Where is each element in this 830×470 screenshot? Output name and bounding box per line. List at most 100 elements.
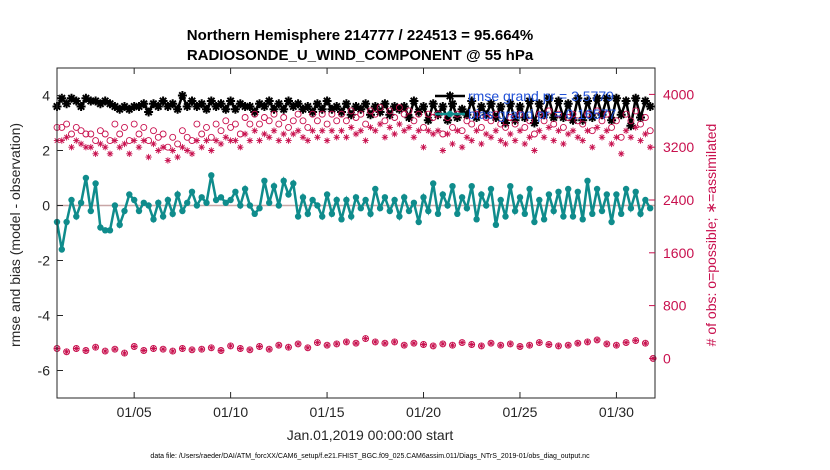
obs-possible-point [150,127,157,135]
rmse-point [240,102,250,111]
obs-possible-point [231,120,239,128]
obs-assimilated-point [92,344,99,351]
bias-point [627,205,635,212]
obs-possible-point [193,120,201,128]
rmse-point [476,102,486,111]
legend-label-bias: bias grand pr = 0.16577 [468,106,616,122]
rmse-point [390,102,400,111]
obs-assimilated-point [63,134,70,141]
bias-point [415,218,422,226]
rmse-point [428,99,438,109]
obs-assimilated-point [613,134,620,141]
obs-assimilated-point [140,347,147,354]
obs-assimilated-point [565,342,572,349]
bias-point [164,196,172,204]
rmse-point [626,121,636,131]
bias-point [203,199,210,206]
bias-point [642,196,649,204]
obs-assimilated-point [632,124,639,131]
x-tick-label: 01/05 [117,404,152,420]
obs-assimilated-point [314,339,321,346]
bias-point [319,213,326,220]
rmse-point [139,99,149,109]
obs-possible-point [555,110,562,118]
bias-point [618,210,625,217]
rmse-point [640,96,650,106]
obs-assimilated-point [323,137,331,144]
rmse-point [308,107,318,117]
obs-assimilated-point [63,348,70,355]
bias-point [155,199,162,206]
obs-assimilated-point [208,147,215,154]
bias-point [116,221,123,228]
bias-point [357,205,364,212]
rmse-point [419,102,428,111]
bias-point [458,194,466,201]
obs-assimilated-point [208,344,215,351]
y-tick-label: -2 [38,253,51,269]
rmse-point [573,93,583,103]
obs-assimilated-point [569,127,577,134]
obs-assimilated-point [338,127,345,134]
obs-possible-point [395,104,403,112]
bias-point [526,185,533,193]
obs-possible-point [270,110,278,118]
rmse-point [327,104,337,114]
obs-assimilated-point [121,349,128,357]
obs-assimilated-point [540,134,548,141]
obs-possible-point [77,127,85,135]
rmse-point [361,99,371,109]
obs-possible-point [468,120,476,128]
obs-assimilated-point [372,338,379,346]
obs-possible-point [294,110,302,118]
obs-assimilated-point [622,339,630,346]
rmse-point [385,110,395,120]
bias-point [121,207,128,215]
obs-assimilated-point [458,339,466,346]
obs-assimilated-point [555,342,562,350]
bias-point [463,205,471,212]
bias-point [410,199,418,206]
rmse-point [592,93,602,103]
bias-point [434,210,442,217]
bias-point [256,205,263,212]
x-axis-label: Jan.01,2019 00:00:00 start [287,427,454,443]
obs-assimilated-point [232,137,239,144]
obs-possible-point [111,120,119,128]
obs-possible-point [497,120,505,128]
rmse-point [554,96,563,106]
obs-assimilated-point [502,140,509,148]
obs-assimilated-point [367,124,374,131]
rmse-point [62,99,72,109]
obs-possible-point [338,110,345,118]
y2-tick-label: 0 [663,350,671,366]
obs-assimilated-point [126,150,133,157]
bias-point [246,202,254,209]
bias-point [555,188,562,195]
rmse-point [597,110,607,120]
rmse-point [563,99,573,109]
obs-possible-point [169,133,177,141]
y-tick-label: 0 [42,198,50,214]
obs-possible-point [612,117,620,125]
rmse-point [269,104,279,114]
obs-assimilated-point [217,140,225,148]
rmse-point [366,110,375,120]
bias-point [560,213,567,220]
rmse-point [144,107,154,117]
bias-point [396,213,403,220]
bias-point [97,224,104,231]
obs-assimilated-point [468,341,475,348]
obs-possible-point [391,114,399,121]
obs-assimilated-point [261,130,268,138]
bias-point [565,185,572,193]
rmse-point [438,102,448,111]
obs-assimilated-point [131,343,138,350]
bias-point [135,207,143,215]
bias-point [589,210,596,217]
obs-assimilated-point [188,150,196,157]
obs-possible-point [101,130,109,138]
rmse-point [583,96,592,106]
bias-point [280,177,287,184]
obs-possible-point [559,123,567,131]
